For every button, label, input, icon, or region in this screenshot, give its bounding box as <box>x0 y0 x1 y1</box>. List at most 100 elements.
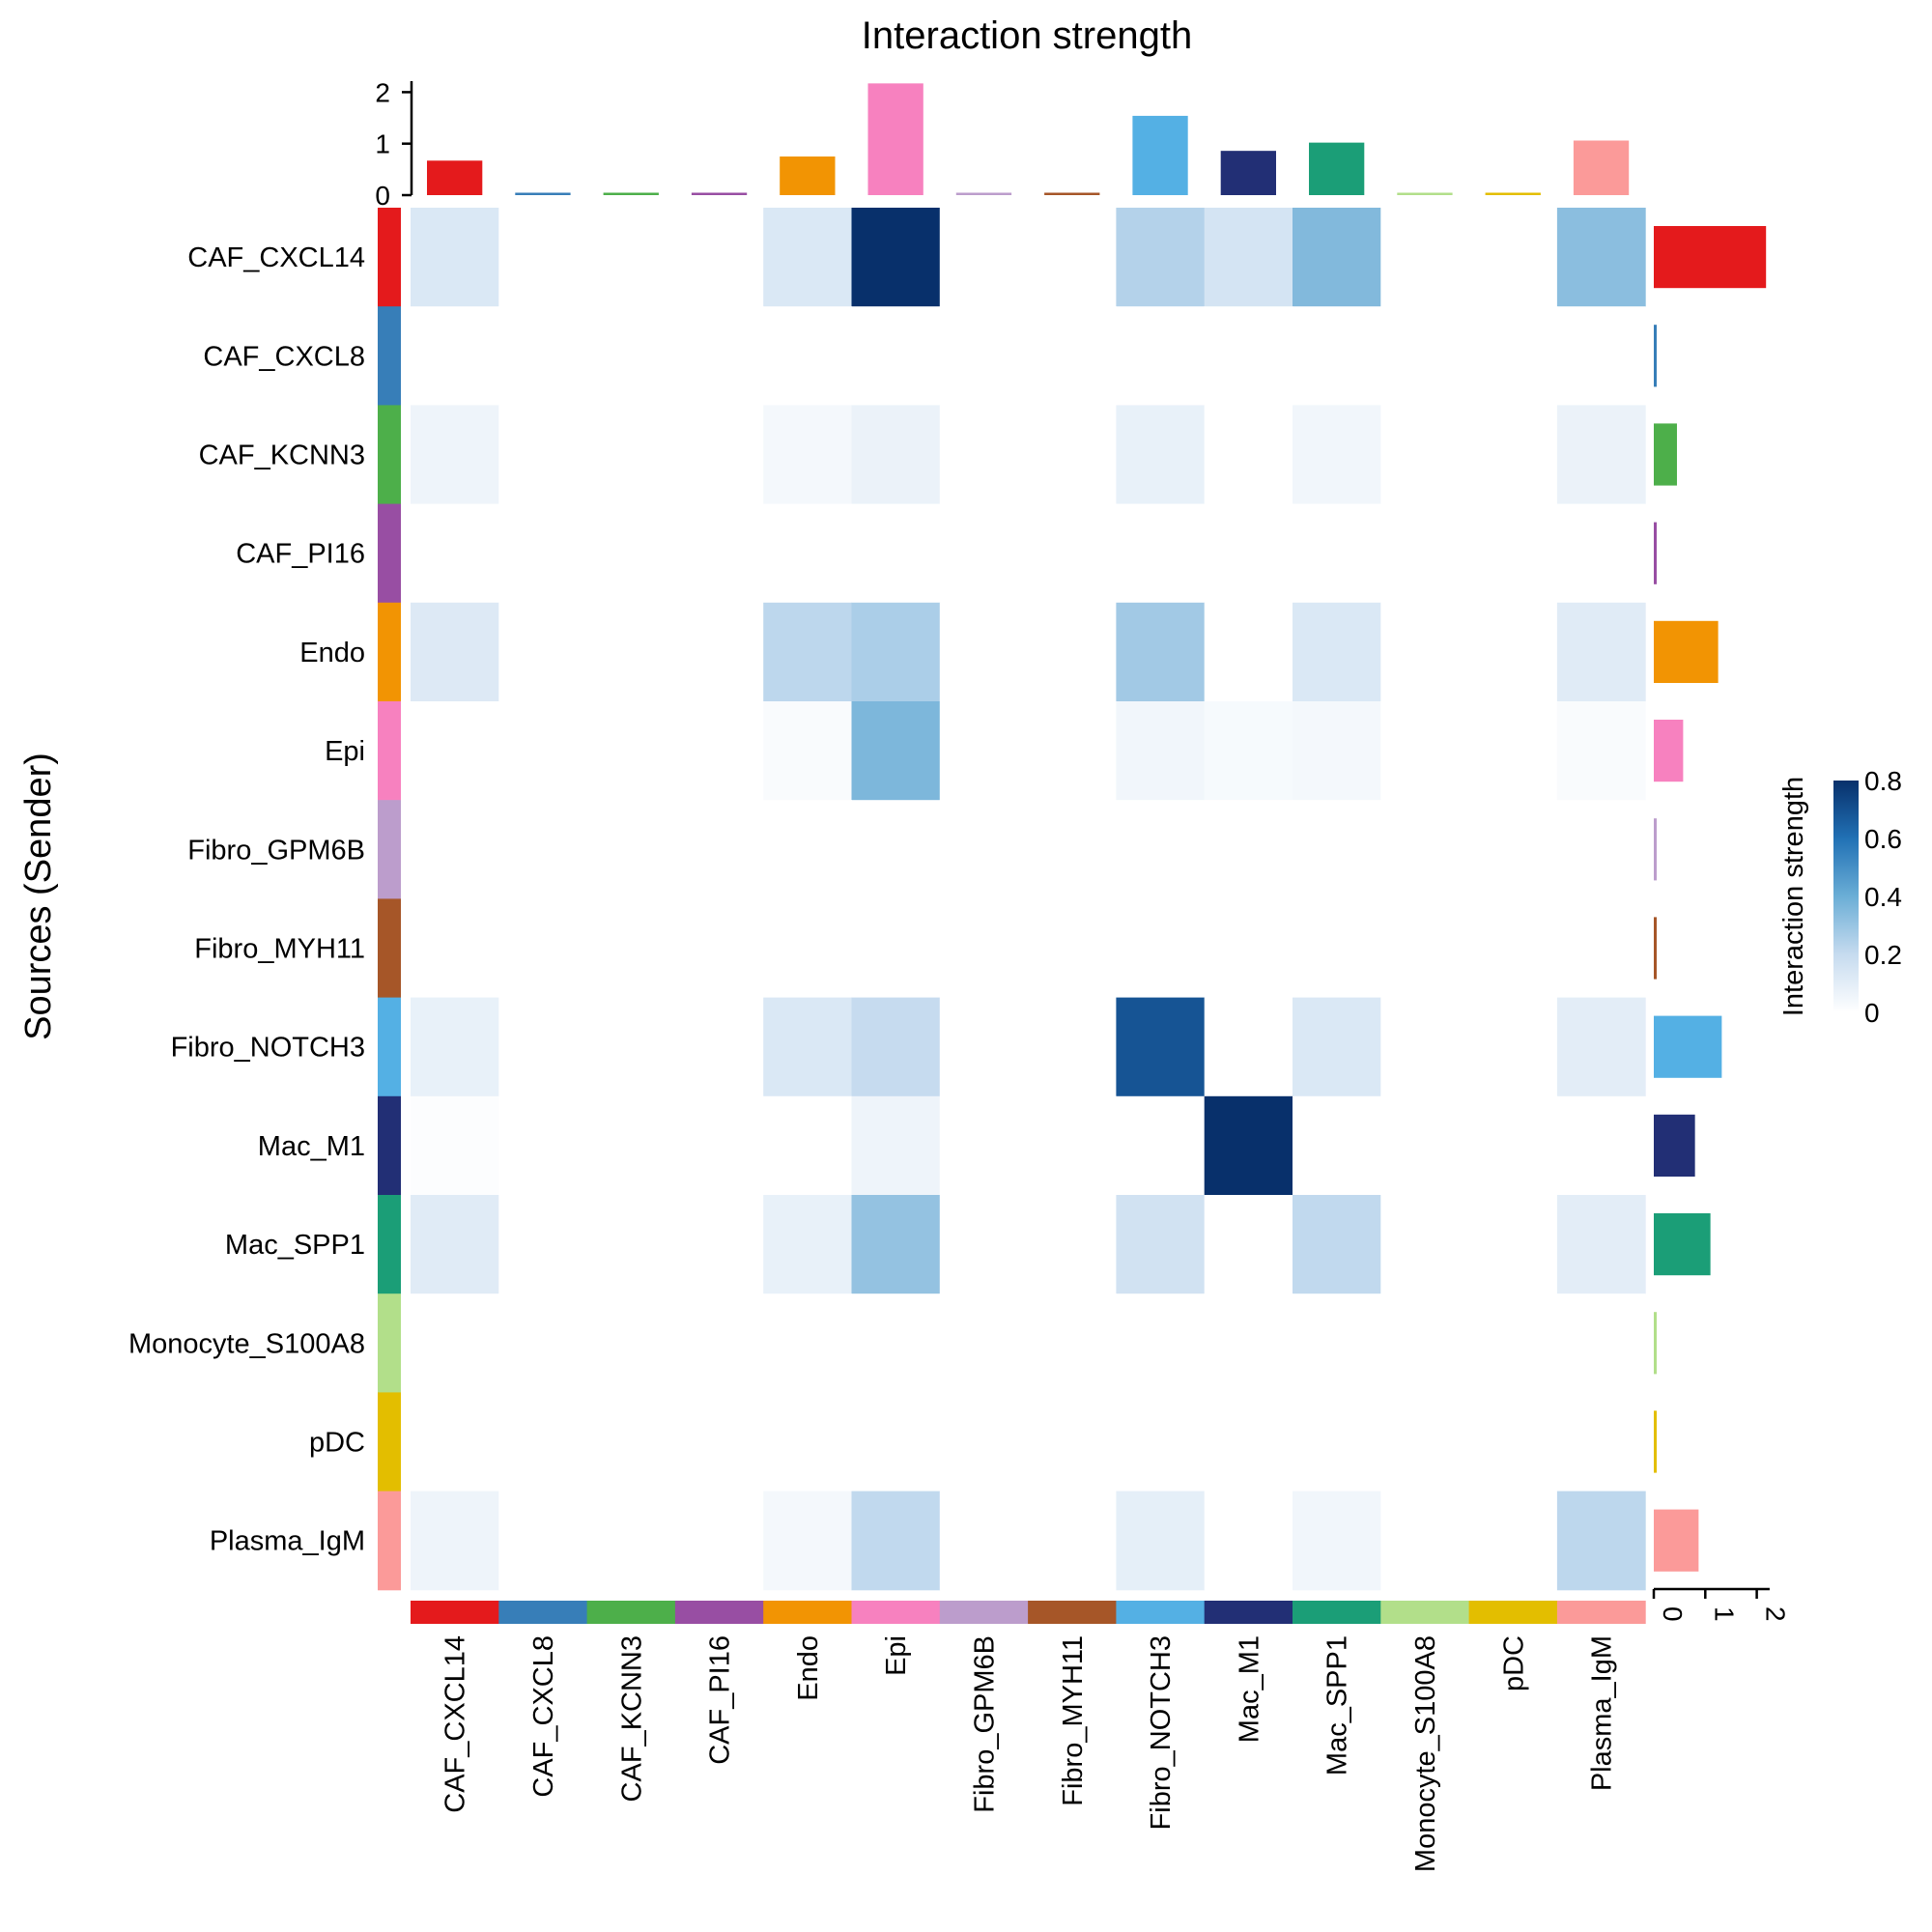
row-label-caf-cxcl14: CAF_CXCL14 <box>187 242 365 273</box>
cell-epi-to-caf-cxcl8 <box>498 701 588 801</box>
cell-caf-cxcl8-to-fibro-myh11 <box>1028 306 1117 406</box>
cell-caf-kcnn3-to-caf-cxcl14 <box>411 405 499 505</box>
cell-monocyte-s100a8-to-caf-pi16 <box>674 1293 764 1393</box>
cell-mac-m1-to-mac-m1 <box>1204 1095 1293 1196</box>
right-bar-tick-label: 0 <box>1658 1606 1688 1622</box>
cell-caf-cxcl8-to-caf-pi16 <box>674 306 764 406</box>
cell-fibro-gpm6b-to-mac-spp1 <box>1293 800 1381 899</box>
cell-endo-to-pdc <box>1468 602 1558 702</box>
cell-mac-m1-to-plasma-igm <box>1556 1095 1646 1196</box>
cell-fibro-notch3-to-endo <box>763 997 852 1097</box>
cell-plasma-igm-to-mac-m1 <box>1204 1491 1293 1591</box>
cell-mac-spp1-to-caf-cxcl8 <box>498 1195 588 1294</box>
cell-caf-kcnn3-to-endo <box>763 405 852 505</box>
cell-pdc-to-caf-kcnn3 <box>586 1392 676 1492</box>
cell-fibro-notch3-to-mac-spp1 <box>1293 997 1381 1097</box>
cell-caf-kcnn3-to-caf-cxcl8 <box>498 405 588 505</box>
cell-monocyte-s100a8-to-monocyte-s100a8 <box>1380 1293 1470 1393</box>
right-bar-monocyte-s100a8 <box>1654 1312 1657 1375</box>
column-annotation-mac-spp1 <box>1293 1601 1381 1624</box>
cell-pdc-to-caf-pi16 <box>674 1392 764 1492</box>
column-label-caf-kcnn3: CAF_KCNN3 <box>616 1635 647 1802</box>
column-label-endo: Endo <box>793 1635 824 1701</box>
right-bar-caf-pi16 <box>1654 522 1657 584</box>
cell-plasma-igm-to-pdc <box>1468 1491 1558 1591</box>
right-bar-endo <box>1654 620 1719 683</box>
row-label-mac-spp1: Mac_SPP1 <box>225 1230 365 1261</box>
right-bar-mac-spp1 <box>1654 1213 1711 1276</box>
cell-pdc-to-caf-cxcl8 <box>498 1392 588 1492</box>
cell-caf-kcnn3-to-mac-spp1 <box>1293 405 1381 505</box>
top-bar-chart: 0 1 2 <box>375 77 1630 211</box>
cell-caf-cxcl8-to-monocyte-s100a8 <box>1380 306 1470 406</box>
cell-mac-m1-to-caf-kcnn3 <box>586 1095 676 1196</box>
cell-mac-m1-to-fibro-gpm6b <box>939 1095 1029 1196</box>
cell-fibro-myh11-to-plasma-igm <box>1556 898 1646 999</box>
column-annotation-caf-kcnn3 <box>586 1601 676 1624</box>
cell-fibro-gpm6b-to-caf-cxcl8 <box>498 800 588 899</box>
cell-mac-spp1-to-mac-m1 <box>1204 1195 1293 1294</box>
cell-fibro-myh11-to-caf-pi16 <box>674 898 764 999</box>
cell-fibro-notch3-to-caf-cxcl14 <box>411 997 499 1097</box>
top-bar-mac-m1 <box>1220 151 1276 195</box>
column-label-fibro-myh11: Fibro_MYH11 <box>1058 1635 1089 1806</box>
row-label-fibro-notch3: Fibro_NOTCH3 <box>171 1033 365 1064</box>
cell-caf-cxcl8-to-plasma-igm <box>1556 306 1646 406</box>
cell-caf-pi16-to-plasma-igm <box>1556 503 1646 604</box>
row-annotation-caf-kcnn3 <box>378 405 401 505</box>
cell-plasma-igm-to-caf-cxcl14 <box>411 1491 499 1591</box>
cell-plasma-igm-to-mac-spp1 <box>1293 1491 1381 1591</box>
row-label-mac-m1: Mac_M1 <box>258 1131 365 1162</box>
cell-mac-m1-to-mac-spp1 <box>1293 1095 1381 1196</box>
cell-monocyte-s100a8-to-pdc <box>1468 1293 1558 1393</box>
cell-fibro-gpm6b-to-plasma-igm <box>1556 800 1646 899</box>
cell-fibro-myh11-to-fibro-myh11 <box>1028 898 1117 999</box>
right-bar-pdc <box>1654 1410 1657 1473</box>
cell-caf-cxcl8-to-fibro-gpm6b <box>939 306 1029 406</box>
cell-fibro-gpm6b-to-monocyte-s100a8 <box>1380 800 1470 899</box>
cell-monocyte-s100a8-to-plasma-igm <box>1556 1293 1646 1393</box>
cell-mac-m1-to-monocyte-s100a8 <box>1380 1095 1470 1196</box>
cell-mac-m1-to-pdc <box>1468 1095 1558 1196</box>
cell-caf-pi16-to-fibro-notch3 <box>1116 503 1206 604</box>
column-annotation-epi <box>851 1601 941 1624</box>
row-annotation-mac-m1 <box>378 1095 401 1196</box>
cell-fibro-notch3-to-fibro-myh11 <box>1028 997 1117 1097</box>
row-annotation-mac-spp1 <box>378 1195 401 1294</box>
top-bar-caf-cxcl8 <box>515 192 571 195</box>
cell-monocyte-s100a8-to-caf-cxcl14 <box>411 1293 499 1393</box>
row-annotation-endo <box>378 602 401 702</box>
cell-caf-kcnn3-to-monocyte-s100a8 <box>1380 405 1470 505</box>
column-label-mac-m1: Mac_M1 <box>1234 1635 1264 1743</box>
legend-color-bar <box>1833 781 1859 1012</box>
top-bar-fibro-gpm6b <box>955 192 1012 195</box>
top-bar-tick-label: 2 <box>375 77 390 107</box>
cell-fibro-notch3-to-caf-pi16 <box>674 997 764 1097</box>
annotation-bars <box>378 208 1646 1624</box>
top-bar-endo <box>780 156 836 195</box>
column-annotation-fibro-gpm6b <box>939 1601 1029 1624</box>
cell-fibro-notch3-to-pdc <box>1468 997 1558 1097</box>
cell-caf-cxcl14-to-caf-kcnn3 <box>586 208 676 307</box>
cell-mac-spp1-to-fibro-gpm6b <box>939 1195 1029 1294</box>
cell-fibro-myh11-to-mac-m1 <box>1204 898 1293 999</box>
right-bar-mac-m1 <box>1654 1114 1695 1177</box>
cell-mac-spp1-to-monocyte-s100a8 <box>1380 1195 1470 1294</box>
cell-caf-kcnn3-to-epi <box>851 405 941 505</box>
cell-mac-m1-to-caf-cxcl8 <box>498 1095 588 1196</box>
cell-caf-pi16-to-fibro-myh11 <box>1028 503 1117 604</box>
cell-epi-to-pdc <box>1468 701 1558 801</box>
cell-mac-m1-to-caf-cxcl14 <box>411 1095 499 1196</box>
cell-caf-cxcl8-to-caf-cxcl14 <box>411 306 499 406</box>
cell-pdc-to-plasma-igm <box>1556 1392 1646 1492</box>
row-annotation-epi <box>378 701 401 801</box>
cell-fibro-gpm6b-to-epi <box>851 800 941 899</box>
column-label-caf-pi16: CAF_PI16 <box>705 1635 736 1765</box>
cell-fibro-notch3-to-caf-kcnn3 <box>586 997 676 1097</box>
row-label-epi: Epi <box>325 736 365 767</box>
legend-title: Interaction strength <box>1778 777 1809 1016</box>
cell-caf-cxcl14-to-caf-cxcl8 <box>498 208 588 307</box>
cell-endo-to-caf-kcnn3 <box>586 602 676 702</box>
cell-pdc-to-monocyte-s100a8 <box>1380 1392 1470 1492</box>
